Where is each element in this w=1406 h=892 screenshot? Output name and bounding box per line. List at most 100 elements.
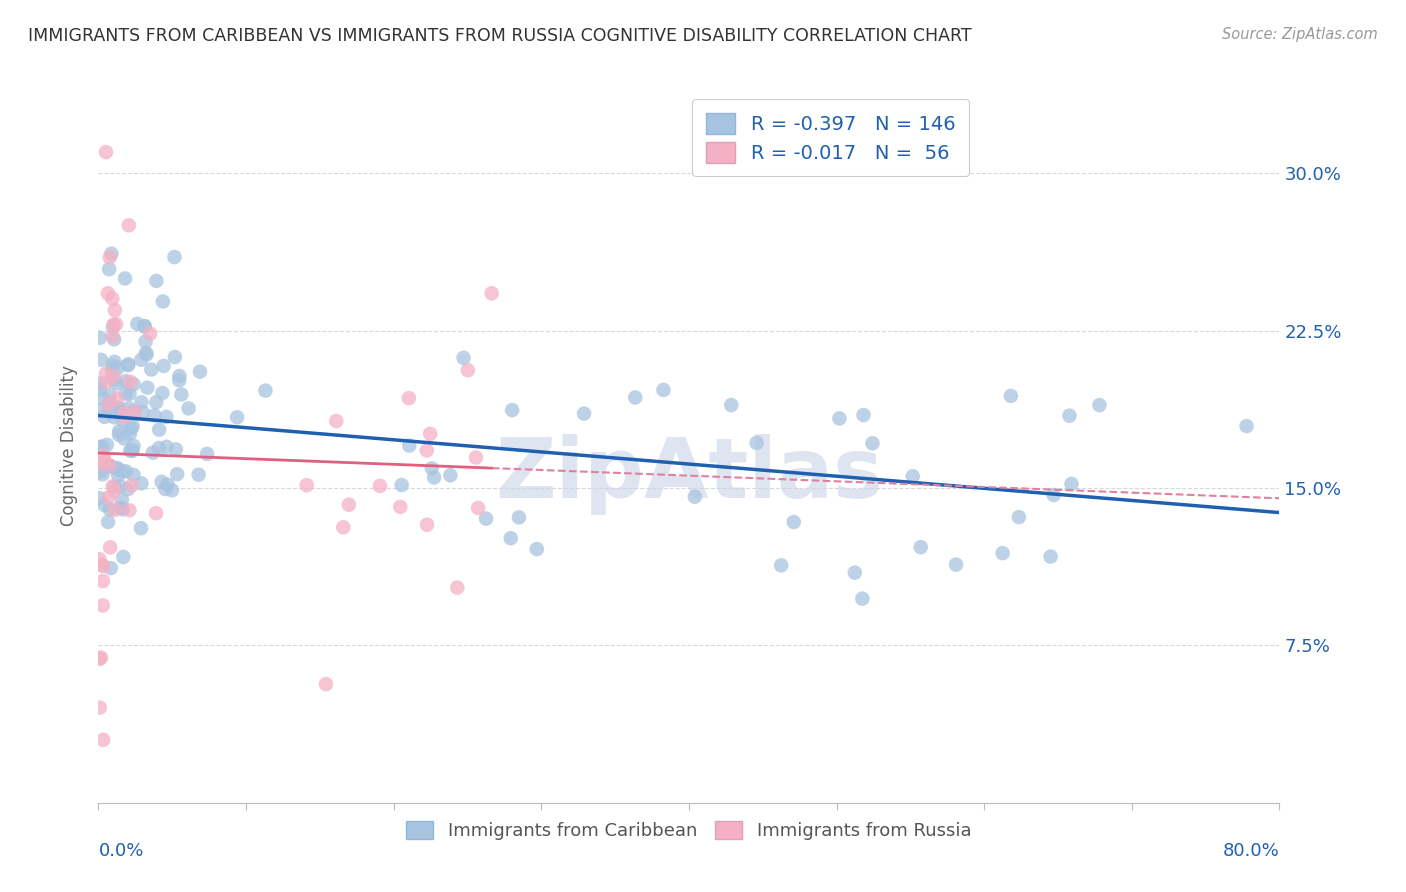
Point bbox=[501, 403, 523, 417]
Point bbox=[101, 329, 124, 343]
Point bbox=[91, 391, 114, 405]
Point bbox=[745, 435, 768, 450]
Point bbox=[90, 650, 112, 665]
Point bbox=[93, 409, 115, 424]
Point bbox=[862, 436, 884, 450]
Point bbox=[107, 468, 129, 483]
Text: ZipAtlas: ZipAtlas bbox=[495, 434, 883, 515]
Point bbox=[93, 449, 115, 463]
Point bbox=[169, 369, 191, 384]
Point bbox=[89, 383, 111, 397]
Point bbox=[91, 439, 114, 453]
Point bbox=[156, 477, 179, 491]
Point bbox=[91, 732, 114, 747]
Point bbox=[1008, 510, 1031, 524]
Point bbox=[112, 432, 135, 446]
Point bbox=[332, 520, 354, 534]
Point bbox=[122, 404, 145, 418]
Point bbox=[467, 501, 489, 516]
Point bbox=[103, 410, 125, 425]
Point bbox=[98, 251, 121, 265]
Point bbox=[117, 357, 139, 371]
Point bbox=[1039, 549, 1062, 564]
Point bbox=[624, 391, 647, 405]
Point bbox=[156, 440, 179, 454]
Point bbox=[98, 395, 121, 409]
Point bbox=[101, 320, 124, 334]
Point bbox=[97, 399, 120, 413]
Point bbox=[108, 424, 131, 438]
Point bbox=[152, 359, 174, 373]
Point bbox=[117, 482, 139, 496]
Point bbox=[97, 491, 120, 505]
Point bbox=[103, 355, 125, 369]
Point bbox=[134, 319, 156, 334]
Point bbox=[118, 426, 141, 441]
Point bbox=[457, 363, 479, 377]
Point bbox=[465, 450, 488, 465]
Point bbox=[136, 381, 159, 395]
Point bbox=[166, 467, 188, 482]
Point bbox=[148, 441, 170, 455]
Point bbox=[160, 483, 183, 498]
Point bbox=[93, 498, 115, 512]
Point bbox=[108, 427, 131, 442]
Point bbox=[195, 447, 218, 461]
Point bbox=[226, 410, 249, 425]
Point bbox=[96, 375, 118, 389]
Point bbox=[107, 462, 129, 476]
Point bbox=[143, 409, 166, 423]
Point bbox=[103, 484, 125, 499]
Point bbox=[337, 498, 360, 512]
Point bbox=[167, 373, 190, 387]
Point bbox=[91, 599, 114, 613]
Point bbox=[91, 574, 114, 588]
Point bbox=[145, 274, 167, 288]
Point bbox=[103, 332, 125, 346]
Point bbox=[112, 414, 135, 428]
Point bbox=[100, 459, 122, 474]
Point bbox=[155, 482, 177, 496]
Point bbox=[112, 406, 135, 420]
Point bbox=[652, 383, 675, 397]
Point bbox=[572, 407, 595, 421]
Point bbox=[152, 294, 174, 309]
Text: Source: ZipAtlas.com: Source: ZipAtlas.com bbox=[1222, 27, 1378, 42]
Point bbox=[139, 326, 162, 341]
Point bbox=[901, 469, 924, 483]
Point bbox=[1060, 477, 1083, 491]
Point bbox=[105, 392, 128, 406]
Point bbox=[97, 286, 120, 301]
Point bbox=[398, 391, 420, 405]
Legend: Immigrants from Caribbean, Immigrants from Russia: Immigrants from Caribbean, Immigrants fr… bbox=[395, 810, 983, 851]
Point bbox=[145, 395, 167, 409]
Point bbox=[481, 286, 503, 301]
Point bbox=[141, 362, 163, 376]
Point bbox=[121, 443, 143, 458]
Point bbox=[131, 395, 153, 409]
Point bbox=[98, 541, 121, 555]
Point bbox=[368, 479, 391, 493]
Text: 0.0%: 0.0% bbox=[98, 842, 143, 860]
Point bbox=[114, 374, 136, 388]
Point bbox=[91, 559, 114, 574]
Point bbox=[118, 503, 141, 517]
Text: 80.0%: 80.0% bbox=[1223, 842, 1279, 860]
Point bbox=[783, 515, 806, 529]
Point bbox=[1088, 398, 1111, 412]
Point bbox=[132, 405, 155, 419]
Point bbox=[135, 334, 157, 349]
Point bbox=[107, 360, 129, 375]
Point bbox=[105, 401, 128, 415]
Point bbox=[131, 476, 153, 491]
Point bbox=[152, 386, 174, 401]
Point bbox=[122, 439, 145, 453]
Point bbox=[96, 438, 118, 452]
Point bbox=[108, 479, 131, 493]
Point bbox=[122, 467, 145, 482]
Point bbox=[720, 398, 742, 412]
Point bbox=[111, 502, 134, 516]
Point bbox=[129, 521, 152, 535]
Point bbox=[188, 365, 211, 379]
Point bbox=[770, 558, 793, 573]
